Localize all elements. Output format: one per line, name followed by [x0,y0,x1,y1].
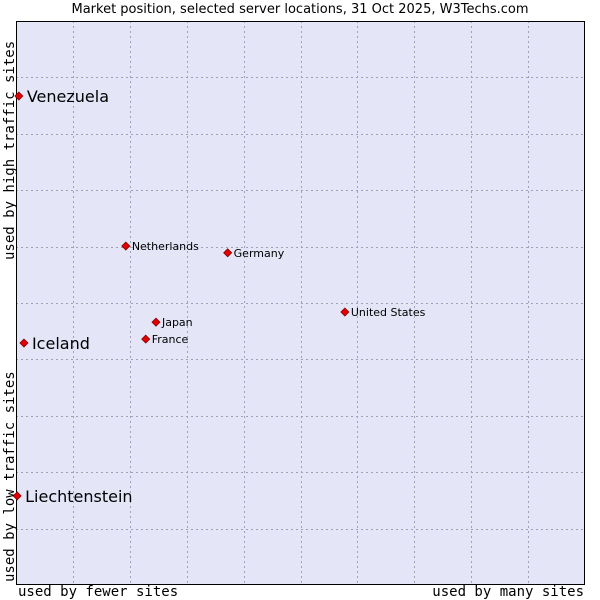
point-marker-germany [223,248,233,258]
y-axis-label-low: used by low traffic sites [2,371,18,582]
point-marker-france [141,334,151,344]
scatter-plot: Venezuela Netherlands Germany United States… [12,21,585,585]
point-marker-netherlands [121,241,131,251]
plot-border [16,21,585,585]
point-marker-venezuela [14,91,24,101]
point-marker-japan [151,317,161,327]
x-axis-label-right: used by many sites [432,584,584,600]
plot-area: Venezuela Netherlands Germany United States… [12,21,585,585]
chart-title: Market position, selected server locatio… [71,2,529,17]
point-label-netherlands: Netherlands [132,240,199,253]
point-label-germany: Germany [234,247,285,260]
point-label-venezuela: Venezuela [27,87,109,106]
x-axis-label-left: used by fewer sites [18,584,179,600]
point-label-japan: Japan [161,316,193,329]
point-label-france: France [152,333,189,346]
point-marker-united-states [340,307,350,317]
point-label-iceland: Iceland [32,334,90,353]
point-marker-iceland [19,338,29,348]
point-label-united-states: United States [351,306,426,319]
point-marker-liechtenstein [12,491,22,501]
point-label-liechtenstein: Liechtenstein [25,487,132,506]
y-axis-label-high: used by high traffic sites [2,40,18,260]
